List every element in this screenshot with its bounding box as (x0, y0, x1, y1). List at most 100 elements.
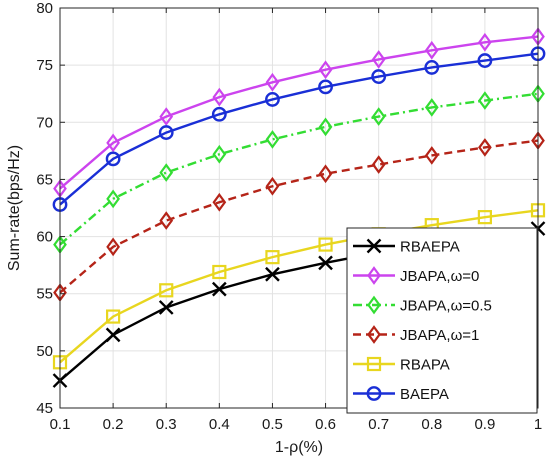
data-point (265, 130, 280, 149)
data-point (318, 255, 333, 271)
data-point (106, 237, 120, 257)
data-point (106, 309, 121, 324)
series-line (59, 139, 539, 294)
x-tick-label: 0.8 (421, 416, 442, 433)
data-point (424, 146, 439, 165)
x-tick-label: 0.2 (103, 416, 124, 433)
legend-swatch-marker (367, 325, 381, 344)
data-point (212, 87, 227, 107)
data-point (318, 164, 333, 184)
x-axis-label: 1-ρ(%) (275, 439, 323, 456)
legend-swatch-marker (367, 295, 381, 315)
data-point (478, 138, 492, 157)
legend-item: RBAEPA (353, 239, 460, 256)
y-tick-label: 55 (36, 286, 53, 303)
data-point (424, 98, 439, 117)
marker-x-stroke (158, 300, 174, 315)
data-point (211, 281, 227, 297)
data-point (424, 60, 440, 75)
x-tick-label: 0.9 (474, 416, 495, 433)
legend-item: JBAPA,ω=0.5 (353, 295, 492, 315)
data-point (106, 189, 120, 209)
legend-label: RBAPA (400, 357, 450, 374)
x-tick-label: 0.6 (315, 416, 336, 433)
y-axis-label: Sum-rate(bps/Hz) (6, 145, 23, 271)
data-point (265, 250, 280, 265)
y-tick-label: 80 (36, 0, 53, 17)
data-point (105, 327, 121, 343)
data-point (212, 192, 227, 212)
y-tick-label: 65 (36, 171, 53, 188)
data-point (159, 163, 174, 182)
marker-x-stroke (265, 266, 280, 282)
data-point (106, 133, 120, 153)
series-1 (53, 27, 545, 198)
series-line (59, 35, 539, 190)
legend-label: RBAEPA (400, 239, 460, 256)
x-tick-label: 0.7 (368, 416, 389, 433)
series-5 (52, 46, 546, 212)
legend-label: BAEPA (400, 386, 449, 403)
legend-swatch-marker (367, 266, 381, 285)
data-point (105, 151, 121, 167)
data-point (371, 155, 386, 174)
data-point (477, 53, 493, 68)
tick-labels: 0.1 0.2 0.3 0.4 0.5 0.6 0.7 0.8 0.9 1 45 50 55 60 65 70… (36, 0, 542, 433)
marker-x-stroke (318, 255, 333, 271)
x-tick-label: 0.1 (50, 416, 71, 433)
series-line (59, 209, 539, 364)
marker-x-stroke (366, 238, 382, 254)
y-tick-label: 60 (36, 229, 53, 246)
legend: RBAEPA JBAPA,ω=0 JBAPA,ω=0.5 JBAPA,ω=1 RBAPA… (346, 227, 538, 414)
data-point (159, 283, 174, 298)
y-tick-label: 70 (36, 114, 53, 131)
legend-label: JBAPA,ω=0 (400, 268, 479, 285)
data-point (265, 72, 280, 92)
marker-x-stroke (211, 281, 227, 297)
data-point (478, 32, 492, 52)
x-tick-label: 0.5 (262, 416, 283, 433)
data-point (212, 264, 227, 280)
data-point (265, 92, 280, 107)
data-point (424, 40, 439, 60)
data-point (265, 266, 280, 282)
data-point (158, 300, 174, 315)
series-3 (53, 131, 545, 302)
data-point (318, 237, 333, 252)
axes (59, 7, 539, 409)
legend-item: RBAPA (353, 357, 450, 374)
legend-label: JBAPA,ω=1 (400, 327, 479, 344)
series-line (59, 92, 539, 246)
marker-x-stroke (105, 327, 121, 343)
x-tick-label: 0.3 (156, 416, 177, 433)
legend-item: JBAPA,ω=0 (353, 266, 479, 285)
legend-swatch-marker (366, 356, 382, 372)
data-point (318, 79, 333, 95)
data-point (477, 210, 492, 225)
data-point (158, 125, 174, 140)
data-point (265, 176, 280, 196)
data-point (318, 60, 333, 80)
legend-swatch-marker (366, 238, 382, 254)
data-point (318, 117, 333, 137)
x-tick-label: 1 (534, 416, 542, 433)
y-tick-label: 45 (36, 400, 53, 417)
data-point (371, 69, 387, 84)
data-point (371, 50, 386, 69)
data-point (212, 144, 227, 164)
x-tick-label: 0.4 (209, 416, 230, 433)
plot-frame (59, 7, 539, 409)
series-2 (53, 84, 545, 254)
data-point (371, 107, 386, 126)
legend-swatch-marker (366, 386, 382, 401)
series-line (59, 52, 539, 206)
data-point (159, 211, 174, 230)
legend-item: JBAPA,ω=1 (353, 325, 479, 344)
data-point (159, 107, 174, 126)
y-tick-label: 50 (36, 343, 53, 360)
y-tick-label: 75 (36, 57, 53, 74)
legend-item: BAEPA (353, 386, 449, 403)
legend-box (346, 227, 538, 414)
